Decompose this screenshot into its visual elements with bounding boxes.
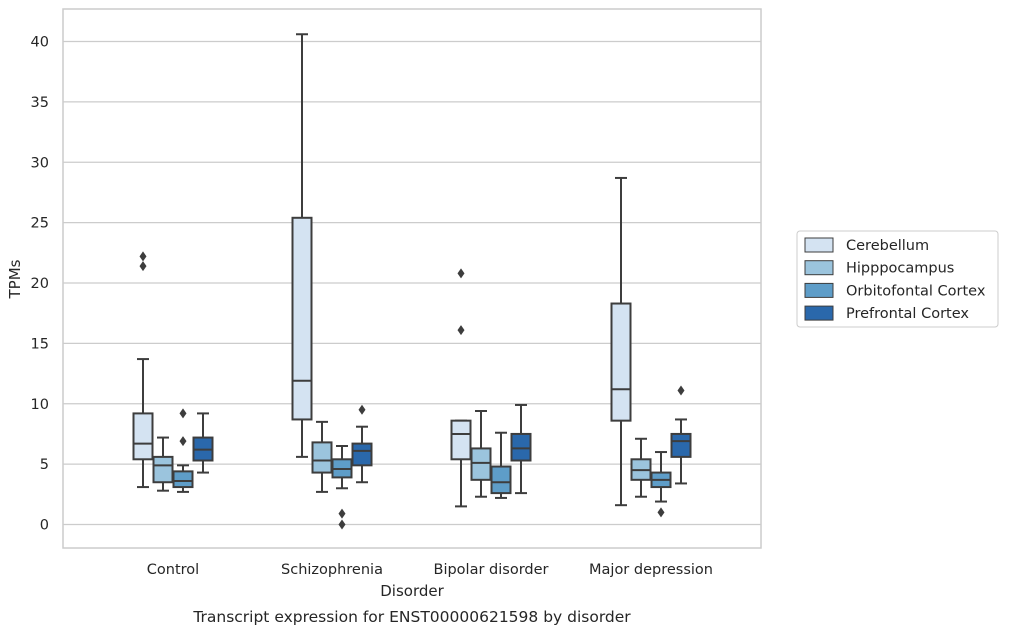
box-iqr [670,432,692,458]
box-iqr [351,442,373,467]
y-axis-ticks: 0 5 10 15 20 25 30 35 40 [31,35,49,534]
legend-entry: Hipppocampus [846,261,954,277]
x-axis-ticks: Control Schizophrenia Bipolar disorder Majo… [147,562,713,578]
legend: Cerebellum Hipppocampus Orbitofontal Corte… [796,230,999,328]
y-tick-label: 15 [31,336,49,352]
plot-frame [62,8,762,549]
legend-swatch [804,237,834,253]
outlier-point [457,325,465,336]
legend-swatch [804,282,834,298]
x-tick-label: Major depression [589,562,713,578]
box-iqr [172,470,194,489]
box-groups [132,33,692,530]
box-iqr [510,432,532,462]
legend-entry: Cerebellum [846,238,929,254]
outlier-point [338,508,346,519]
box-prefrontal-cortex [192,412,214,474]
outlier-point [179,436,187,447]
box-iqr [132,412,154,461]
box-orbitofontal-cortex [490,431,512,499]
x-axis-label: Disorder [380,582,444,600]
outlier-point [338,519,346,530]
grid-lines [63,40,761,526]
legend-entry: Orbitofontal Cortex [846,283,986,299]
box-cerebellum [450,268,472,508]
box-iqr [450,419,472,461]
outlier-point [657,507,665,518]
y-tick-label: 40 [31,35,49,51]
outlier-point [457,268,465,279]
outlier-point [677,385,685,396]
legend-swatch [804,305,834,321]
box-cerebellum [132,251,154,489]
box-hipppocampus [630,437,652,498]
y-tick-label: 35 [31,95,49,111]
box-iqr [311,441,333,474]
box-iqr [291,216,313,421]
y-tick-label: 10 [31,397,49,413]
box-orbitofontal-cortex [331,445,353,530]
box-prefrontal-cortex [351,404,373,484]
chart-caption: Transcript expression for ENST0000062159… [192,608,631,626]
y-tick-label: 5 [40,457,49,473]
box-orbitofontal-cortex [172,408,194,493]
outlier-point [358,404,366,415]
box-hipppocampus [152,436,174,492]
legend-frame [796,230,999,328]
box-prefrontal-cortex [670,385,692,485]
box-cerebellum [610,176,632,507]
box-hipppocampus [470,409,492,498]
box-iqr [470,447,492,481]
box-orbitofontal-cortex [650,451,672,518]
y-tick-label: 25 [31,216,49,232]
box-iqr [610,302,632,422]
outlier-point [139,251,147,262]
box-cerebellum [291,33,313,458]
x-tick-label: Bipolar disorder [434,562,549,578]
y-tick-label: 20 [31,276,49,292]
legend-swatch [804,260,834,276]
x-tick-label: Control [147,562,199,578]
outlier-point [139,261,147,272]
outlier-point [179,408,187,419]
y-tick-label: 30 [31,155,49,171]
box-hipppocampus [311,420,333,493]
y-tick-label: 0 [40,518,49,534]
box-iqr [490,465,512,495]
y-axis-label: TPMs [6,259,24,299]
box-prefrontal-cortex [510,403,532,495]
x-tick-label: Schizophrenia [281,562,383,578]
box-iqr [152,455,174,484]
legend-entry: Prefrontal Cortex [846,306,969,322]
